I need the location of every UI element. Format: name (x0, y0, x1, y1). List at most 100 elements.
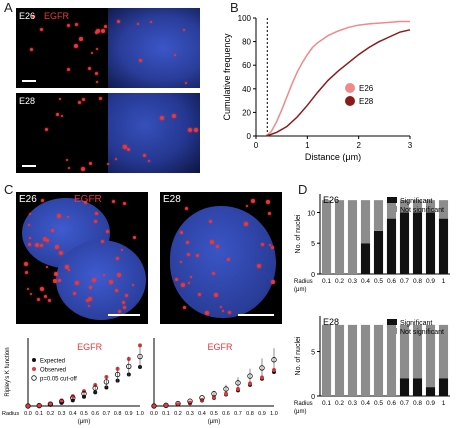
data-point (199, 395, 205, 401)
x-tick-label: 1.0 (270, 411, 278, 417)
egfr-focus (220, 306, 222, 308)
egfr-focus (25, 271, 28, 274)
x-tick-label: 1.0 (136, 411, 144, 417)
bar-segment (399, 200, 410, 213)
data-point (114, 371, 121, 378)
bar-segment (412, 212, 423, 274)
bar-segment (321, 200, 332, 274)
data-point (187, 398, 193, 404)
x-tick-label: 1 (442, 278, 446, 285)
label-e28: E28 (163, 194, 181, 205)
chart-d-e26-significance: 0 5 10 No. of nuclei 0.1 0.2 0.3 0.4 0.5 0.6 0.7 0.… (294, 194, 450, 293)
bar-segment (334, 200, 345, 274)
egfr-focus (117, 20, 120, 23)
data-point (247, 373, 253, 379)
egfr-focus (45, 128, 48, 131)
bar-segment (399, 378, 410, 396)
x-tick-label: 0.6 (387, 400, 396, 407)
egfr-focus (78, 101, 81, 104)
egfr-focus (185, 207, 188, 210)
x-tick-label: 0.8 (413, 400, 422, 407)
data-point (271, 357, 277, 363)
egfr-focus (75, 281, 79, 285)
x-tick-label: 0.0 (24, 411, 32, 417)
data-point (175, 400, 181, 407)
egfr-focus (86, 299, 89, 302)
egfr-focus (228, 311, 231, 314)
panel-letter-b: B (230, 0, 239, 15)
egfr-focus (55, 245, 59, 249)
x-tick-label: 0.3 (348, 400, 357, 407)
bar-segment (412, 324, 423, 379)
bar-segment (438, 218, 449, 274)
egfr-focus (180, 261, 182, 263)
x-axis-label: Radius (294, 401, 313, 407)
data-point (47, 401, 54, 407)
egfr-foci (16, 93, 200, 173)
egfr-focus (137, 23, 139, 25)
x-tick-label: 0 (254, 141, 259, 150)
egfr-focus (40, 287, 44, 291)
x-tick-label: 1 (442, 400, 446, 407)
egfr-focus (251, 199, 255, 203)
egfr-focus (68, 269, 70, 271)
series-line-e28 (266, 29, 411, 137)
y-tick-label: 60 (242, 61, 251, 70)
egfr-focus (143, 154, 146, 157)
legend-marker (31, 375, 37, 381)
egfr-focus (118, 310, 121, 313)
egfr-focus (95, 212, 98, 215)
egfr-focus (109, 280, 113, 284)
data-point (163, 402, 169, 409)
egfr-focus (43, 237, 47, 241)
egfr-focus (268, 212, 271, 215)
label-e26: E26 (19, 11, 36, 21)
legend-swatch (387, 206, 397, 212)
chart-c-ripley-e28: EGFR 0.0 0.1 0.2 0.3 0.4 0.5 0.6 0.7 0.8 0.9 1.0 (μm… (150, 338, 278, 425)
egfr-focus (123, 202, 126, 205)
x-tick-label: 0.8 (114, 411, 122, 417)
data-point (48, 401, 53, 406)
y-axis-label: No. of nuclei (295, 336, 302, 375)
x-tick-label: 0.6 (91, 411, 99, 417)
x-axis-unit: (μm) (208, 419, 220, 425)
bar-segment (373, 200, 384, 231)
data-point (176, 402, 180, 407)
x-tick-label: 0.9 (258, 411, 266, 417)
egfr-focus (148, 160, 150, 162)
egfr-focus (28, 243, 31, 246)
egfr-focus (127, 148, 130, 151)
egfr-focus (27, 288, 29, 290)
legend-swatch (387, 319, 397, 325)
x-tick-label: 0.8 (246, 411, 254, 417)
micrograph-c-e28: E28 (160, 192, 282, 324)
egfr-focus (261, 243, 264, 246)
data-point (70, 394, 75, 399)
egfr-focus (54, 272, 58, 276)
micrograph-c-e26: E26 EGFR (16, 192, 148, 324)
egfr-focus (187, 253, 190, 256)
data-point (58, 398, 65, 405)
y-tick-label: 80 (242, 38, 251, 47)
egfr-focus (89, 286, 92, 289)
nucleus-region (108, 93, 200, 173)
egfr-focus (257, 264, 261, 268)
egfr-focus (214, 293, 218, 297)
x-tick-label: 0.9 (426, 400, 435, 407)
data-point (137, 353, 143, 360)
x-tick-label: 0.2 (47, 411, 55, 417)
egfr-focus (88, 297, 92, 301)
label-e26: E26 (19, 194, 37, 205)
egfr-focus (269, 244, 271, 246)
egfr-focus (91, 52, 93, 54)
chart-label: E28 (323, 317, 339, 327)
egfr-focus (56, 113, 59, 116)
legend-label: Not significant (400, 329, 444, 336)
x-tick-label: 0.7 (400, 400, 409, 407)
nucleus-region (108, 8, 200, 88)
egfr-foci (16, 192, 148, 324)
x-tick-label: 0.4 (69, 411, 77, 417)
egfr-focus (92, 278, 96, 282)
egfr-focus (121, 249, 123, 251)
egfr-focus (180, 231, 183, 234)
